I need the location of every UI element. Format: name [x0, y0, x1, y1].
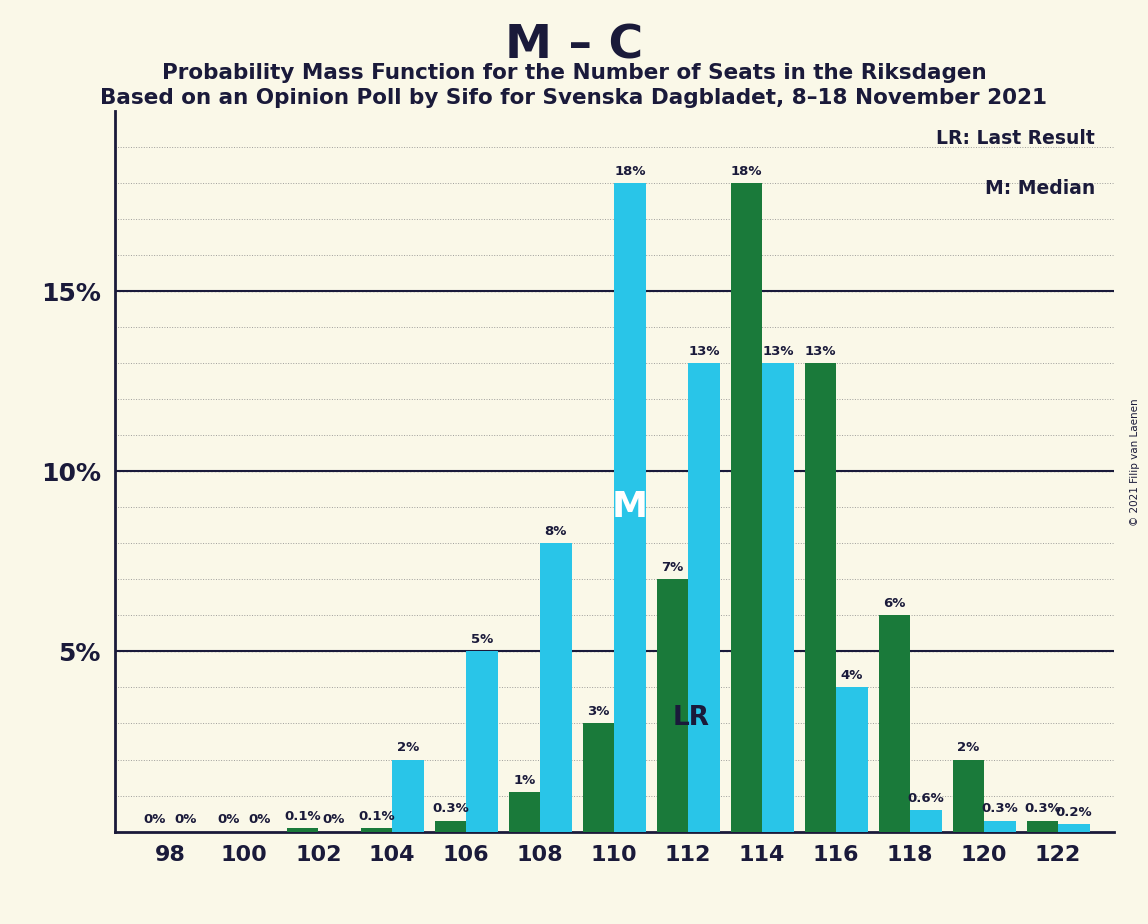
- Text: 0.1%: 0.1%: [285, 809, 320, 822]
- Text: 18%: 18%: [614, 164, 645, 177]
- Text: 5%: 5%: [471, 633, 492, 646]
- Bar: [583, 723, 614, 832]
- Bar: [466, 651, 497, 832]
- Bar: [688, 363, 720, 832]
- Bar: [953, 760, 984, 832]
- Bar: [287, 828, 318, 832]
- Bar: [657, 579, 688, 832]
- Bar: [805, 363, 836, 832]
- Text: 13%: 13%: [688, 345, 720, 358]
- Text: 0%: 0%: [217, 813, 240, 826]
- Text: 0%: 0%: [323, 813, 346, 826]
- Bar: [730, 183, 762, 832]
- Text: 0%: 0%: [144, 813, 165, 826]
- Text: 0%: 0%: [174, 813, 197, 826]
- Bar: [762, 363, 793, 832]
- Text: 2%: 2%: [957, 741, 979, 754]
- Bar: [541, 543, 572, 832]
- Text: M: M: [612, 491, 647, 524]
- Text: 0.3%: 0.3%: [982, 802, 1018, 815]
- Bar: [435, 821, 466, 832]
- Text: Probability Mass Function for the Number of Seats in the Riksdagen: Probability Mass Function for the Number…: [162, 63, 986, 83]
- Text: 6%: 6%: [883, 597, 906, 610]
- Bar: [836, 687, 868, 832]
- Text: 0.2%: 0.2%: [1055, 806, 1092, 819]
- Text: LR: LR: [673, 705, 709, 731]
- Text: LR: Last Result: LR: Last Result: [937, 129, 1095, 148]
- Bar: [614, 183, 645, 832]
- Text: 18%: 18%: [730, 164, 762, 177]
- Text: © 2021 Filip van Laenen: © 2021 Filip van Laenen: [1130, 398, 1140, 526]
- Text: M: Median: M: Median: [985, 179, 1095, 199]
- Text: 1%: 1%: [513, 773, 536, 786]
- Text: 0%: 0%: [249, 813, 271, 826]
- Bar: [1058, 824, 1089, 832]
- Text: Based on an Opinion Poll by Sifo for Svenska Dagbladet, 8–18 November 2021: Based on an Opinion Poll by Sifo for Sve…: [101, 88, 1047, 108]
- Bar: [878, 615, 910, 832]
- Text: 13%: 13%: [762, 345, 793, 358]
- Text: 2%: 2%: [397, 741, 419, 754]
- Bar: [984, 821, 1016, 832]
- Bar: [910, 810, 941, 832]
- Text: 3%: 3%: [588, 705, 610, 718]
- Text: 8%: 8%: [545, 525, 567, 538]
- Text: 4%: 4%: [840, 669, 863, 682]
- Text: M – C: M – C: [505, 23, 643, 68]
- Text: 0.6%: 0.6%: [907, 792, 944, 805]
- Bar: [1026, 821, 1058, 832]
- Text: 0.1%: 0.1%: [358, 809, 395, 822]
- Text: 0.3%: 0.3%: [1024, 802, 1061, 815]
- Text: 0.3%: 0.3%: [432, 802, 468, 815]
- Bar: [393, 760, 424, 832]
- Text: 7%: 7%: [661, 561, 683, 574]
- Text: 13%: 13%: [805, 345, 836, 358]
- Bar: [360, 828, 393, 832]
- Bar: [509, 792, 541, 832]
